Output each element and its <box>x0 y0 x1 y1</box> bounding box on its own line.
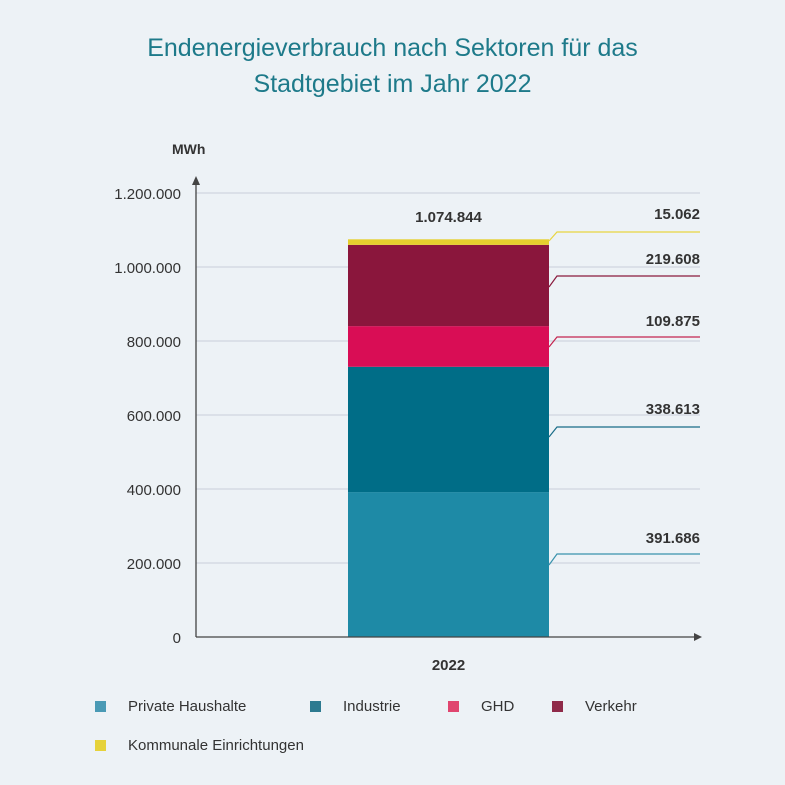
legend-item-kommunale-einrichtungen: Kommunale Einrichtungen <box>95 737 304 754</box>
data-label-ghd: 109.875 <box>646 313 700 330</box>
leader-line-verkehr <box>548 275 700 288</box>
bar-segment-industrie <box>348 366 549 493</box>
y-axis-arrow <box>192 176 200 185</box>
legend-label-ghd: GHD <box>481 698 515 715</box>
legend-swatch-kommunale-einrichtungen <box>95 740 106 751</box>
y-tick-label-2: 400.000 <box>127 482 181 499</box>
x-axis-arrow <box>694 633 702 641</box>
data-label-private-haushalte: 391.686 <box>646 530 700 547</box>
y-axis-unit-label: MWh <box>172 141 205 157</box>
legend-item-verkehr: Verkehr <box>552 698 637 715</box>
legend-item-ghd: GHD <box>448 698 514 715</box>
legend-label-industrie: Industrie <box>343 698 401 715</box>
chart-title-line-1: Endenergieverbrauch nach Sektoren für da… <box>147 34 638 62</box>
data-label-industrie: 338.613 <box>646 401 700 418</box>
legend-swatch-verkehr <box>552 701 563 712</box>
y-tick-label-1: 200.000 <box>127 556 181 573</box>
y-tick-label-6: 1.200.000 <box>114 186 181 203</box>
legend-swatch-industrie <box>310 701 321 712</box>
leader-line-ghd <box>548 336 700 348</box>
bar-segment-ghd <box>348 326 549 367</box>
legend-swatch-private-haushalte <box>95 701 106 712</box>
bar-segment-kommunale-einrichtungen <box>348 239 549 245</box>
y-tick-label-0: 0 <box>173 630 181 647</box>
legend-swatch-ghd <box>448 701 459 712</box>
y-tick-label-3: 600.000 <box>127 408 181 425</box>
data-label-kommunale-einrichtungen: 15.062 <box>654 206 700 223</box>
legend-item-industrie: Industrie <box>310 698 401 715</box>
chart-title-line-2: Stadtgebiet im Jahr 2022 <box>253 70 532 98</box>
leader-line-kommunale-einrichtungen <box>548 231 700 242</box>
x-tick-label-2022: 2022 <box>432 657 465 674</box>
legend-label-kommunale-einrichtungen: Kommunale Einrichtungen <box>128 737 304 754</box>
legend-item-private-haushalte: Private Haushalte <box>95 698 246 715</box>
y-tick-label-5: 1.000.000 <box>114 260 181 277</box>
bar-segment-verkehr <box>348 244 549 327</box>
leader-line-industrie <box>548 426 700 438</box>
leader-line-private-haushalte <box>548 553 700 566</box>
bar-total-label: 1.074.844 <box>415 209 482 226</box>
legend-label-verkehr: Verkehr <box>585 698 637 715</box>
legend-label-private-haushalte: Private Haushalte <box>128 698 247 715</box>
y-tick-label-4: 800.000 <box>127 334 181 351</box>
bar-segment-private-haushalte <box>348 492 549 637</box>
chart-title: Endenergieverbrauch nach Sektoren für da… <box>0 30 785 102</box>
data-label-verkehr: 219.608 <box>646 251 700 268</box>
